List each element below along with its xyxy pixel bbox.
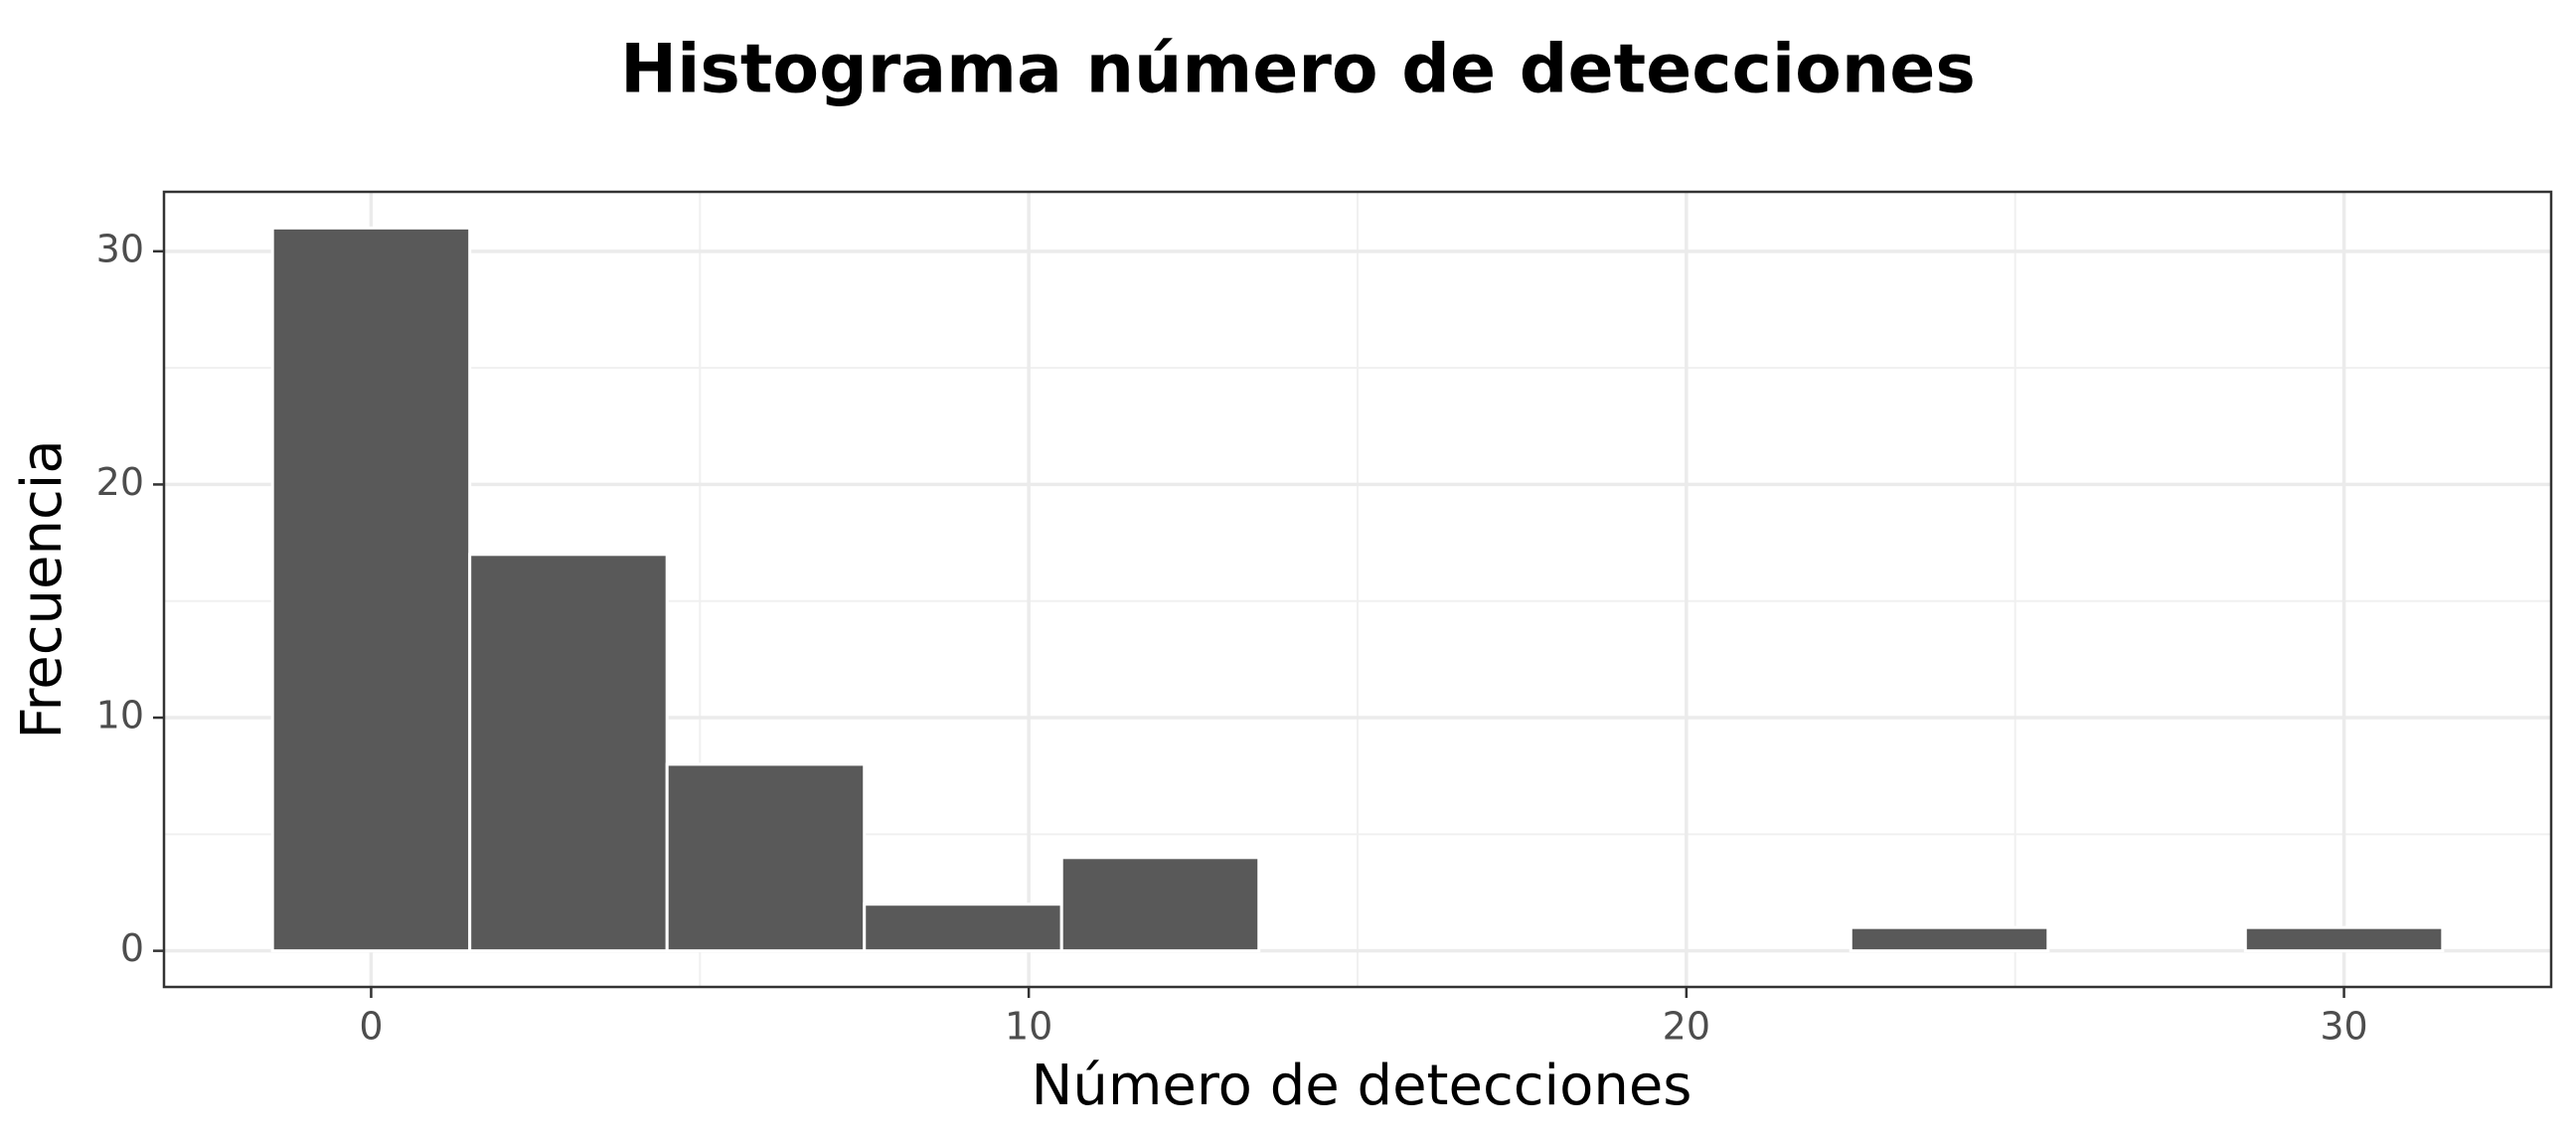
x-tick-label: 20 [1663,1005,1710,1049]
chart-title: Histograma número de detecciones [620,31,1976,109]
bar [2243,925,2445,953]
x-tick-label: 30 [2320,1005,2367,1049]
y-tick-label: 0 [120,926,144,970]
bar [468,553,669,953]
y-tick-label: 30 [96,227,144,270]
bar [863,902,1063,953]
x-axis-label: Número de detecciones [1032,1054,1692,1118]
panel-border [162,190,2553,989]
bar [270,226,472,953]
y-axis-label: Frecuencia [10,439,75,738]
x-tick-label: 0 [359,1005,383,1049]
y-tick-label: 10 [96,694,144,737]
bar [1059,856,1261,953]
y-tick-label: 20 [96,460,144,504]
x-tick-label: 10 [1005,1005,1052,1049]
bar [1849,925,2050,953]
bar [665,762,867,953]
